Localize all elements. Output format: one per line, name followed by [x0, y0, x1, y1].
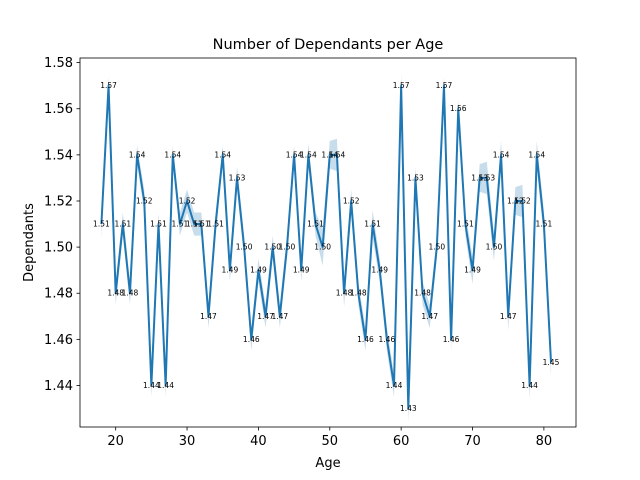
data-label: 1.51 [93, 220, 110, 229]
data-label: 1.50 [236, 243, 253, 252]
y-tick-label: 1.52 [44, 194, 73, 209]
data-label: 1.53 [471, 173, 488, 182]
data-label: 1.48 [414, 289, 431, 298]
series-line [100, 84, 553, 410]
y-tick-label: 1.44 [44, 379, 73, 394]
y-tick-label: 1.58 [44, 56, 73, 71]
data-label: 1.51 [457, 220, 474, 229]
x-axis: 20 30 40 50 60 70 80 [107, 427, 552, 449]
data-label: 1.51 [114, 220, 131, 229]
data-label: 1.52 [179, 196, 196, 205]
data-label: 1.44 [143, 381, 160, 390]
data-label: 1.57 [436, 81, 453, 90]
data-label: 1.51 [186, 220, 203, 229]
data-label: 1.54 [129, 150, 146, 159]
x-tick-label: 40 [250, 434, 267, 449]
data-label: 1.51 [193, 220, 210, 229]
data-label: 1.48 [107, 289, 124, 298]
y-tick-label: 1.54 [44, 148, 73, 163]
data-label: 1.49 [250, 266, 267, 275]
x-tick-label: 30 [179, 434, 196, 449]
data-label: 1.49 [293, 266, 310, 275]
data-label: 1.53 [229, 173, 246, 182]
data-label: 1.46 [243, 335, 260, 344]
y-tick-label: 1.46 [44, 333, 73, 348]
data-label: 1.50 [486, 243, 503, 252]
data-label: 1.47 [421, 312, 438, 321]
data-label: 1.44 [157, 381, 174, 390]
data-label: 1.53 [478, 173, 495, 182]
data-label: 1.51 [307, 220, 324, 229]
data-label: 1.46 [379, 335, 396, 344]
data-label: 1.53 [407, 173, 424, 182]
data-label: 1.50 [279, 243, 296, 252]
data-label: 1.52 [343, 196, 360, 205]
data-label: 1.45 [543, 358, 560, 367]
data-label: 1.54 [286, 150, 303, 159]
data-label: 1.51 [364, 220, 381, 229]
y-tick-label: 1.50 [44, 241, 73, 256]
plot-area: 1.51 1.57 1.48 1.51 1.48 1.54 1.52 1.44 1.51 1.44… [93, 74, 560, 423]
data-label: 1.49 [371, 266, 388, 275]
data-label: 1.46 [443, 335, 460, 344]
data-label: 1.54 [528, 150, 545, 159]
data-label: 1.47 [500, 312, 517, 321]
x-tick-label: 60 [393, 434, 410, 449]
data-label: 1.50 [314, 243, 331, 252]
data-label: 1.47 [257, 312, 274, 321]
data-label: 1.48 [336, 289, 353, 298]
data-label: 1.46 [357, 335, 374, 344]
data-label: 1.49 [464, 266, 481, 275]
data-label: 1.48 [122, 289, 139, 298]
data-label: 1.54 [493, 150, 510, 159]
data-label: 1.57 [393, 81, 410, 90]
y-axis: 1.44 1.46 1.48 1.50 1.52 1.54 1.56 1.58 [44, 56, 80, 394]
x-tick-label: 20 [107, 434, 124, 449]
chart-title: Number of Dependants per Age [213, 37, 444, 53]
data-label: 1.51 [172, 220, 189, 229]
data-label: 1.54 [321, 150, 338, 159]
axes-frame [79, 57, 577, 428]
data-label: 1.44 [521, 381, 538, 390]
x-tick-label: 70 [464, 434, 481, 449]
x-axis-label: Age [315, 456, 340, 471]
data-label: 1.54 [329, 150, 346, 159]
y-tick-label: 1.56 [44, 102, 73, 117]
data-label: 1.52 [136, 196, 153, 205]
data-label: 1.56 [450, 104, 467, 113]
data-label: 1.54 [214, 150, 231, 159]
y-axis-label: Dependants [22, 203, 37, 282]
x-tick-label: 50 [322, 434, 339, 449]
data-label: 1.51 [150, 220, 167, 229]
data-label: 1.44 [386, 381, 403, 390]
data-label: 1.49 [222, 266, 239, 275]
data-label: 1.51 [207, 220, 224, 229]
data-label: 1.50 [428, 243, 445, 252]
x-tick-label: 80 [536, 434, 553, 449]
data-label: 1.50 [264, 243, 281, 252]
data-label: 1.54 [164, 150, 181, 159]
data-label-layer: 1.51 1.57 1.48 1.51 1.48 1.54 1.52 1.44 1.51 1.44… [93, 81, 560, 413]
data-label: 1.48 [350, 289, 367, 298]
data-label: 1.57 [100, 81, 117, 90]
data-label: 1.43 [400, 404, 417, 413]
data-label: 1.51 [536, 220, 553, 229]
data-label: 1.54 [300, 150, 317, 159]
data-label: 1.52 [507, 196, 524, 205]
data-label: 1.47 [271, 312, 288, 321]
series-line-layer [100, 84, 553, 410]
y-tick-label: 1.48 [44, 287, 73, 302]
data-label: 1.47 [200, 312, 217, 321]
data-label: 1.52 [514, 196, 531, 205]
